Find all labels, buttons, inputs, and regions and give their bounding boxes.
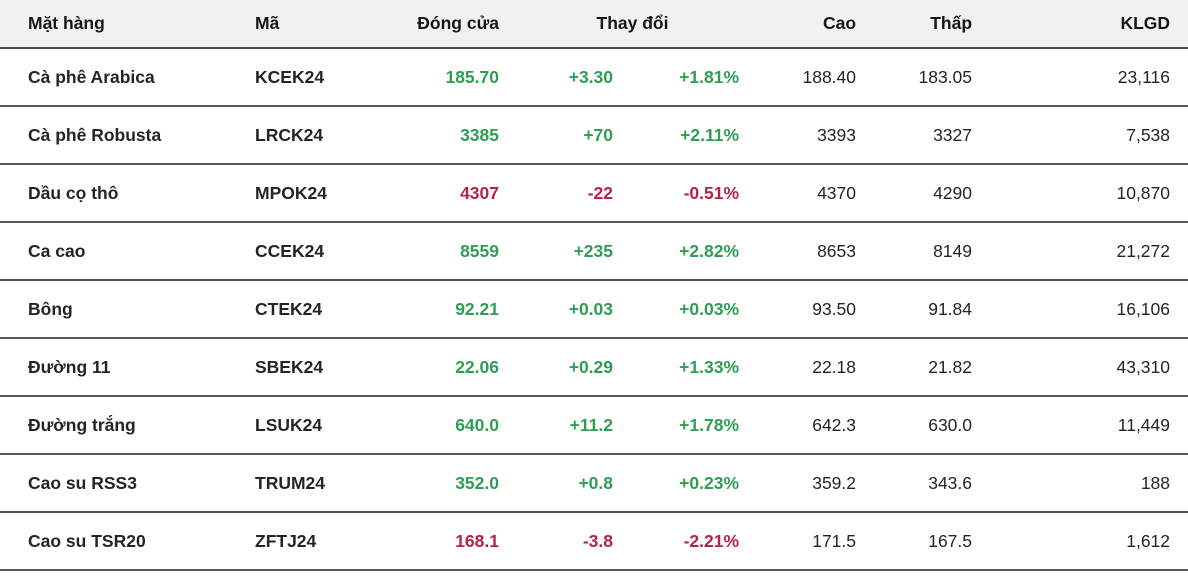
commodity-price-table: Mặt hàng Mã Đóng cửa Thay đổi Cao Thấp K… bbox=[0, 0, 1188, 570]
column-header-commodity: Mặt hàng bbox=[0, 0, 240, 49]
table-row: Đường trắng LSUK24 640.0 +11.2 +1.78% 64… bbox=[0, 396, 1188, 454]
ticker-code-cell: KCEK24 bbox=[255, 66, 325, 87]
column-header-high: Cao bbox=[740, 0, 861, 49]
commodity-name-cell: Cao su TSR20 bbox=[28, 530, 146, 551]
volume-cell: 1,612 bbox=[1126, 530, 1171, 551]
volume-cell: 21,272 bbox=[1116, 240, 1171, 261]
column-header-low: Thấp bbox=[860, 0, 976, 49]
table-row: Cao su TSR20 ZFTJ24 168.1 -3.8 -2.21% 17… bbox=[0, 512, 1188, 570]
low-price-cell: 630.0 bbox=[928, 414, 973, 435]
commodity-name-cell: Ca cao bbox=[28, 240, 86, 261]
close-price-cell: 3385 bbox=[460, 124, 499, 145]
close-price-cell: 4307 bbox=[460, 182, 499, 203]
change-value-cell: -22 bbox=[587, 182, 613, 203]
high-price-cell: 4370 bbox=[817, 182, 857, 203]
ticker-code-cell: CTEK24 bbox=[255, 298, 323, 319]
change-value-cell: +0.8 bbox=[578, 472, 613, 493]
commodity-name-cell: Bông bbox=[28, 298, 73, 319]
table-row: Cà phê Arabica KCEK24 185.70 +3.30 +1.81… bbox=[0, 48, 1188, 106]
low-price-cell: 91.84 bbox=[928, 298, 973, 319]
close-price-cell: 168.1 bbox=[455, 530, 499, 551]
close-price-cell: 22.06 bbox=[455, 356, 499, 377]
change-percent-cell: +2.82% bbox=[679, 240, 740, 261]
table-body: Cà phê Arabica KCEK24 185.70 +3.30 +1.81… bbox=[0, 48, 1188, 570]
low-price-cell: 8149 bbox=[933, 240, 973, 261]
low-price-cell: 167.5 bbox=[928, 530, 973, 551]
low-price-cell: 4290 bbox=[933, 182, 973, 203]
high-price-cell: 93.50 bbox=[812, 298, 857, 319]
ticker-code-cell: CCEK24 bbox=[255, 240, 325, 261]
table-row: Đường 11 SBEK24 22.06 +0.29 +1.33% 22.18… bbox=[0, 338, 1188, 396]
volume-cell: 10,870 bbox=[1116, 182, 1171, 203]
ticker-code-cell: TRUM24 bbox=[255, 472, 326, 493]
change-percent-cell: +0.03% bbox=[679, 298, 740, 319]
header-row: Mặt hàng Mã Đóng cửa Thay đổi Cao Thấp K… bbox=[0, 0, 1188, 49]
change-percent-cell: -0.51% bbox=[683, 182, 740, 203]
column-header-code: Mã bbox=[240, 0, 390, 49]
commodity-name-cell: Cà phê Arabica bbox=[28, 66, 155, 87]
change-value-cell: +11.2 bbox=[569, 414, 613, 435]
high-price-cell: 22.18 bbox=[812, 356, 857, 377]
change-value-cell: +70 bbox=[583, 124, 613, 145]
high-price-cell: 8653 bbox=[817, 240, 857, 261]
column-header-close: Đóng cửa bbox=[390, 0, 505, 49]
table-row: Cà phê Robusta LRCK24 3385 +70 +2.11% 33… bbox=[0, 106, 1188, 164]
commodity-name-cell: Đường trắng bbox=[28, 414, 136, 435]
ticker-code-cell: LSUK24 bbox=[255, 414, 323, 435]
low-price-cell: 183.05 bbox=[918, 66, 973, 87]
commodity-name-cell: Dầu cọ thô bbox=[28, 182, 119, 203]
table-row: Dầu cọ thô MPOK24 4307 -22 -0.51% 4370 4… bbox=[0, 164, 1188, 222]
ticker-code-cell: SBEK24 bbox=[255, 356, 324, 377]
volume-cell: 43,310 bbox=[1116, 356, 1171, 377]
low-price-cell: 343.6 bbox=[928, 472, 973, 493]
low-price-cell: 21.82 bbox=[928, 356, 973, 377]
table-header: Mặt hàng Mã Đóng cửa Thay đổi Cao Thấp K… bbox=[0, 0, 1188, 49]
column-header-change: Thay đổi bbox=[505, 0, 741, 49]
change-value-cell: +0.03 bbox=[568, 298, 613, 319]
change-value-cell: +0.29 bbox=[568, 356, 613, 377]
volume-cell: 7,538 bbox=[1126, 124, 1171, 145]
volume-cell: 11,449 bbox=[1117, 414, 1171, 435]
high-price-cell: 188.40 bbox=[802, 66, 857, 87]
ticker-code-cell: MPOK24 bbox=[255, 182, 327, 203]
table-row: Cao su RSS3 TRUM24 352.0 +0.8 +0.23% 359… bbox=[0, 454, 1188, 512]
change-value-cell: +3.30 bbox=[568, 66, 613, 87]
volume-cell: 188 bbox=[1140, 472, 1171, 493]
volume-cell: 23,116 bbox=[1117, 66, 1171, 87]
close-price-cell: 640.0 bbox=[455, 414, 499, 435]
change-percent-cell: -2.21% bbox=[683, 530, 740, 551]
change-percent-cell: +2.11% bbox=[680, 124, 740, 145]
change-value-cell: -3.8 bbox=[582, 530, 613, 551]
close-price-cell: 352.0 bbox=[455, 472, 499, 493]
change-percent-cell: +1.78% bbox=[679, 414, 740, 435]
high-price-cell: 359.2 bbox=[812, 472, 857, 493]
ticker-code-cell: LRCK24 bbox=[255, 124, 324, 145]
volume-cell: 16,106 bbox=[1116, 298, 1171, 319]
close-price-cell: 185.70 bbox=[445, 66, 499, 87]
change-percent-cell: +0.23% bbox=[679, 472, 740, 493]
high-price-cell: 642.3 bbox=[812, 414, 857, 435]
commodity-name-cell: Cao su RSS3 bbox=[28, 472, 137, 493]
close-price-cell: 8559 bbox=[460, 240, 499, 261]
change-percent-cell: +1.81% bbox=[679, 66, 740, 87]
table-row: Ca cao CCEK24 8559 +235 +2.82% 8653 8149… bbox=[0, 222, 1188, 280]
change-value-cell: +235 bbox=[573, 240, 613, 261]
high-price-cell: 3393 bbox=[817, 124, 857, 145]
ticker-code-cell: ZFTJ24 bbox=[255, 530, 317, 551]
commodity-name-cell: Đường 11 bbox=[28, 356, 111, 377]
commodity-name-cell: Cà phê Robusta bbox=[28, 124, 162, 145]
high-price-cell: 171.5 bbox=[812, 530, 857, 551]
column-header-volume: KLGD bbox=[975, 0, 1188, 49]
low-price-cell: 3327 bbox=[933, 124, 973, 145]
close-price-cell: 92.21 bbox=[455, 298, 499, 319]
table-row: Bông CTEK24 92.21 +0.03 +0.03% 93.50 91.… bbox=[0, 280, 1188, 338]
change-percent-cell: +1.33% bbox=[679, 356, 740, 377]
